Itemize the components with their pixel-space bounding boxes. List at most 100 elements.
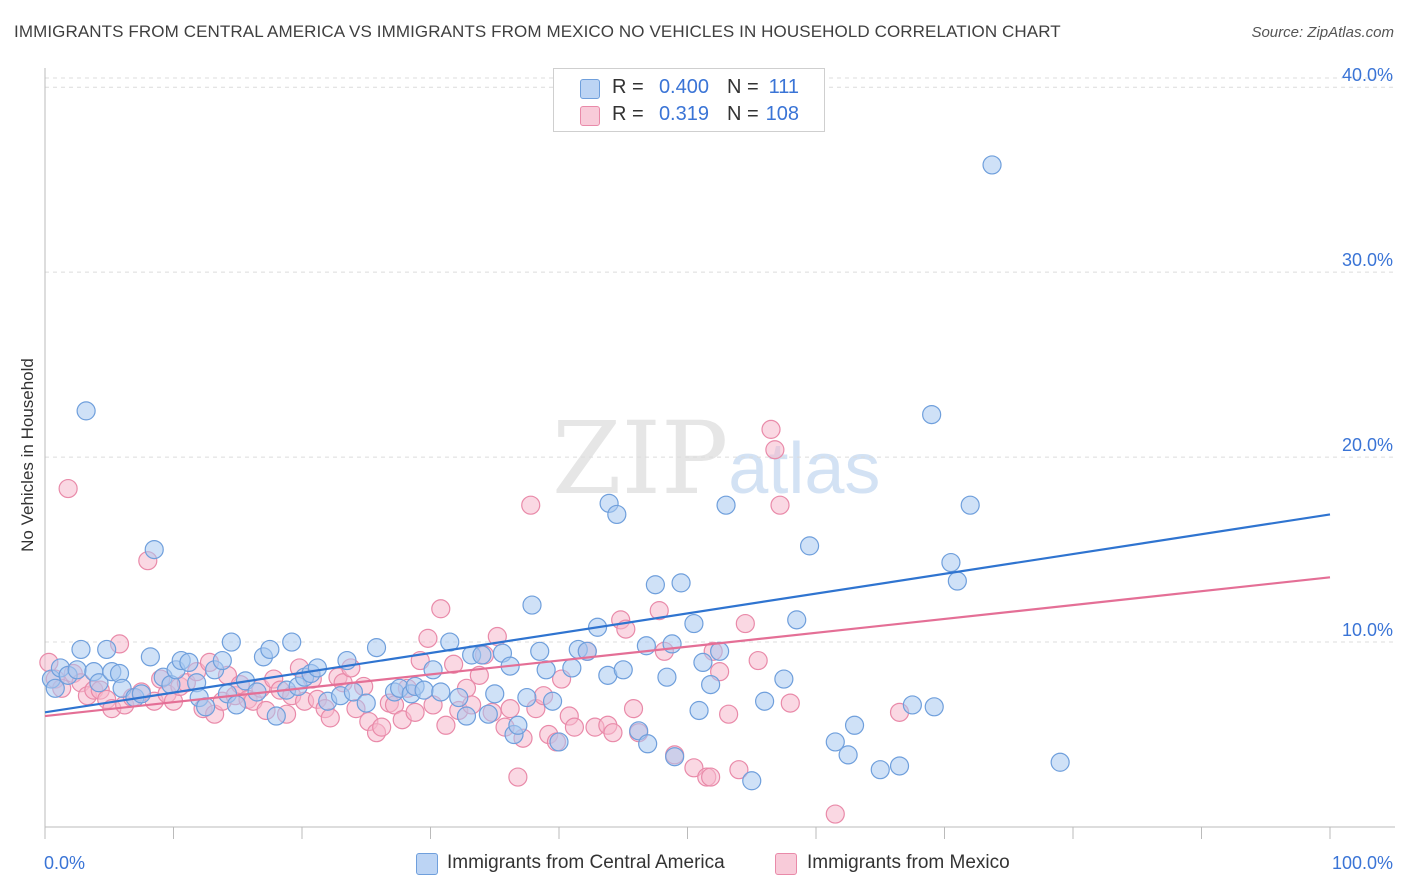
point-central-america — [89, 673, 109, 693]
point-central-america — [140, 647, 160, 667]
point-central-america — [196, 697, 216, 717]
legend-swatch-blue — [580, 79, 600, 99]
point-central-america — [982, 155, 1002, 175]
point-central-america — [922, 404, 942, 425]
point-central-america — [941, 552, 961, 573]
point-central-america — [671, 573, 691, 593]
point-central-america — [260, 639, 280, 660]
stats-legend: R = 0.400 N = 111 R = 0.319 N = 108 — [553, 68, 825, 132]
point-mexico — [564, 717, 585, 737]
point-mexico — [418, 628, 438, 648]
point-mexico — [444, 654, 464, 674]
point-mexico — [508, 767, 528, 787]
point-mexico — [761, 419, 781, 439]
point-mexico — [748, 650, 768, 671]
point-central-america — [431, 682, 451, 702]
point-central-america — [947, 571, 967, 591]
legend-label-mexico: Immigrants from Mexico — [807, 852, 1010, 873]
chart-title: IMMIGRANTS FROM CENTRAL AMERICA VS IMMIG… — [14, 22, 1061, 41]
point-central-america — [366, 638, 387, 658]
legend-swatch-pink — [580, 106, 600, 126]
r-label: R = — [612, 76, 644, 98]
point-central-america — [684, 613, 704, 634]
point-central-america — [924, 697, 944, 717]
point-central-america — [414, 680, 434, 700]
point-central-america — [902, 695, 922, 715]
point-mexico — [649, 601, 669, 621]
point-central-america — [960, 495, 980, 515]
point-central-america — [870, 760, 890, 780]
legend-swatch-central-america — [416, 853, 438, 875]
point-central-america — [607, 504, 627, 525]
watermark-atlas: atlas — [728, 429, 881, 509]
point-central-america — [799, 536, 820, 556]
point-central-america — [889, 756, 910, 776]
point-central-america — [522, 595, 542, 615]
point-central-america — [478, 704, 498, 724]
point-central-america — [45, 678, 65, 698]
point-central-america — [754, 691, 775, 711]
point-central-america — [226, 695, 247, 715]
point-central-america — [221, 632, 241, 652]
source-label: Source: ZipAtlas.com — [1251, 24, 1394, 41]
point-central-america — [472, 645, 492, 665]
point-central-america — [662, 634, 682, 654]
point-central-america — [76, 401, 96, 421]
trend-line-central-america — [44, 513, 1331, 714]
point-central-america — [356, 693, 376, 713]
point-central-america — [485, 684, 505, 704]
point-mexico — [765, 440, 785, 460]
y-tick-label: 30.0% — [1342, 250, 1393, 270]
n-value: 108 — [765, 103, 799, 125]
watermark-zip: ZIP — [552, 400, 729, 517]
n-value: 111 — [768, 76, 799, 98]
point-mexico — [603, 723, 623, 743]
point-central-america — [774, 669, 794, 689]
point-central-america — [742, 771, 762, 791]
point-central-america — [71, 639, 91, 660]
point-central-america — [456, 706, 477, 726]
point-mexico — [825, 804, 845, 824]
point-mexico — [469, 665, 489, 685]
x-tick-label: 0.0% — [44, 853, 85, 873]
point-central-america — [710, 641, 730, 661]
point-central-america — [179, 652, 199, 673]
series-legend: Immigrants from Central America Immigran… — [0, 850, 1406, 880]
point-central-america — [282, 632, 302, 652]
point-central-america — [577, 641, 597, 661]
point-central-america — [693, 652, 713, 673]
legend-swatch-mexico — [775, 853, 797, 875]
point-central-america — [645, 575, 665, 595]
legend-label-central-america: Immigrants from Central America — [447, 852, 725, 873]
y-tick-label: 10.0% — [1342, 620, 1393, 640]
point-central-america — [112, 678, 132, 698]
point-mexico — [623, 699, 644, 719]
point-central-america — [613, 660, 633, 680]
point-mexico — [58, 478, 78, 499]
point-central-america — [67, 660, 87, 680]
point-mexico — [431, 599, 451, 619]
point-mexico — [729, 760, 749, 780]
point-central-america — [787, 610, 807, 630]
r-value: 0.400 — [658, 76, 709, 98]
point-central-america — [844, 715, 865, 735]
point-central-america — [689, 700, 709, 721]
point-central-america — [131, 684, 151, 704]
point-mexico — [770, 495, 790, 515]
point-central-america — [144, 539, 164, 560]
watermark: ZIPatlas — [552, 400, 880, 517]
point-central-america — [212, 650, 232, 671]
y-tick-label: 20.0% — [1342, 435, 1393, 455]
n-label: N = — [727, 76, 759, 98]
point-central-america — [825, 732, 845, 752]
point-mexico — [320, 708, 340, 728]
point-central-america — [638, 734, 658, 754]
point-central-america — [423, 660, 443, 680]
y-axis-label: No Vehicles in Household — [18, 358, 37, 552]
point-central-america — [657, 667, 677, 687]
n-label: N = — [727, 103, 759, 125]
point-mexico — [684, 758, 704, 778]
point-central-america — [97, 639, 117, 660]
point-central-america — [449, 687, 469, 708]
